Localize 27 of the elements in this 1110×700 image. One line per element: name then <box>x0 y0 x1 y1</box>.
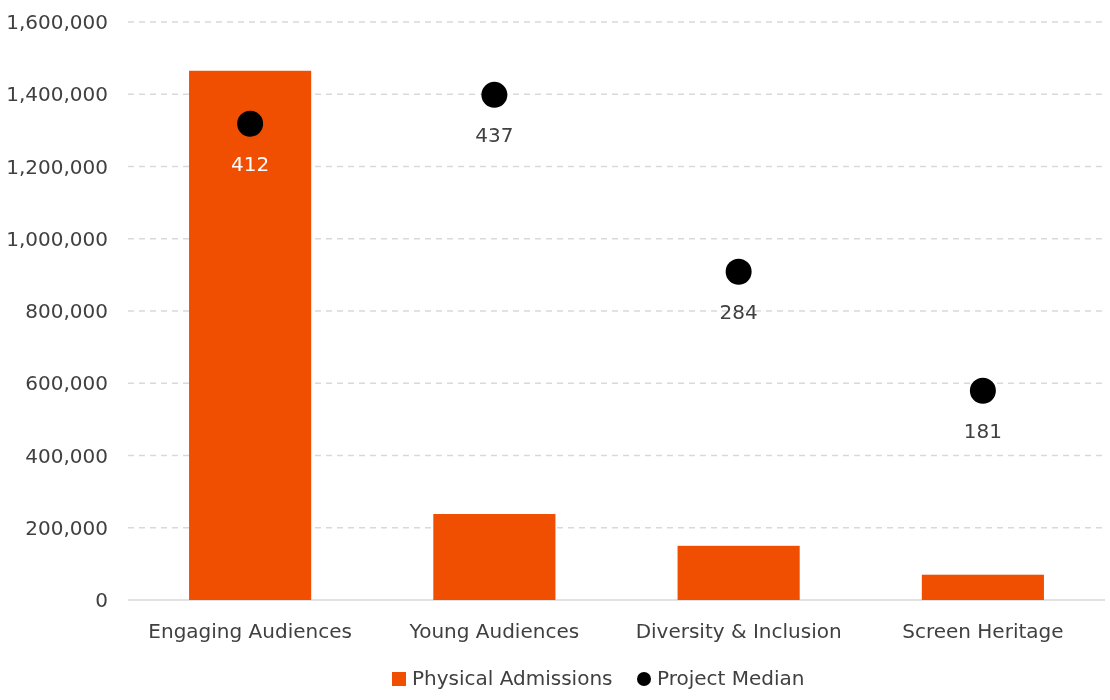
x-tick-label: Engaging Audiences <box>148 619 352 643</box>
data-label: 284 <box>719 299 758 324</box>
legend-label: Physical Admissions <box>412 666 613 690</box>
data-label: 412 <box>231 151 270 176</box>
x-tick-label: Young Audiences <box>408 619 580 643</box>
point <box>725 258 752 285</box>
y-tick-label: 1,400,000 <box>6 82 108 107</box>
bar <box>189 70 312 600</box>
point <box>481 81 508 108</box>
y-tick-label: 200,000 <box>25 515 108 540</box>
bar <box>677 545 800 600</box>
data-label: 181 <box>963 418 1002 443</box>
data-label: 437 <box>475 122 514 147</box>
y-tick-label: 1,600,000 <box>6 10 108 34</box>
point <box>969 377 996 404</box>
y-tick-label: 1,000,000 <box>6 226 108 251</box>
y-tick-label: 600,000 <box>25 371 108 396</box>
legend-label: Project Median <box>657 666 805 690</box>
y-tick-label: 800,000 <box>25 299 108 323</box>
point <box>237 110 264 137</box>
bar <box>921 574 1044 600</box>
y-tick-label: 0 <box>95 588 108 612</box>
y-tick-label: 1,200,000 <box>6 154 108 179</box>
x-tick-label: Diversity & Inclusion <box>635 619 842 643</box>
x-tick-label: Screen Heritage <box>902 619 1064 643</box>
y-tick-label: 400,000 <box>25 443 108 468</box>
bar <box>433 514 556 600</box>
